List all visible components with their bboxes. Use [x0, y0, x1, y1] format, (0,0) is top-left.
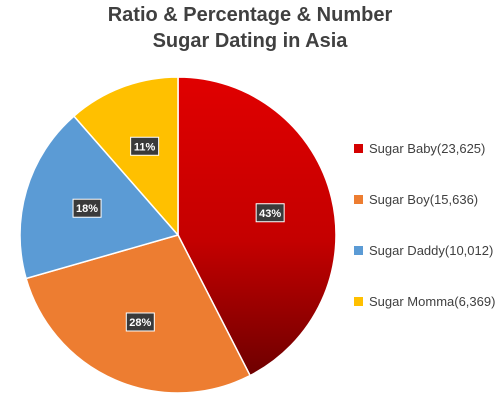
- legend: Sugar Baby(23,625) Sugar Boy(15,636) Sug…: [354, 138, 495, 342]
- pie-slice-sugar-momma: [72, 76, 179, 237]
- legend-item-sugar-momma: Sugar Momma(6,369): [354, 291, 495, 311]
- legend-item-sugar-daddy: Sugar Daddy(10,012): [354, 240, 495, 260]
- legend-swatch-sugar-daddy: [354, 245, 363, 255]
- data-label-text: 43%: [259, 208, 281, 220]
- chart-title-line-1: Ratio & Percentage & Number: [107, 4, 393, 26]
- legend-swatch-sugar-momma: [354, 296, 363, 306]
- data-label-text: 18%: [76, 203, 98, 215]
- data-label-box: [72, 198, 102, 218]
- data-label-sugar-daddy: 18%: [72, 198, 102, 218]
- data-label-text: 11%: [134, 141, 156, 153]
- legend-swatch-sugar-baby: [354, 143, 363, 153]
- chart-title: Ratio & Percentage & Number Sugar Dating…: [0, 0, 500, 54]
- legend-swatch-sugar-boy: [354, 194, 363, 204]
- legend-label-sugar-daddy: Sugar Daddy(10,012): [369, 242, 494, 258]
- pie-slice-sugar-baby: [177, 76, 337, 377]
- legend-label-sugar-baby: Sugar Baby(23,625): [369, 140, 486, 156]
- pie-slice-sugar-daddy: [19, 115, 180, 280]
- chart-title-line-2: Sugar Dating in Asia: [152, 30, 348, 52]
- legend-item-sugar-boy: Sugar Boy(15,636): [354, 189, 495, 209]
- data-label-text: 28%: [129, 317, 151, 329]
- data-label-box: [255, 203, 285, 223]
- legend-label-sugar-boy: Sugar Boy(15,636): [369, 191, 479, 207]
- data-label-sugar-baby: 43%: [255, 203, 285, 223]
- data-label-sugar-momma: 11%: [130, 136, 160, 156]
- data-label-box: [130, 136, 160, 156]
- data-label-sugar-boy: 28%: [125, 312, 155, 332]
- legend-item-sugar-baby: Sugar Baby(23,625): [354, 138, 495, 158]
- data-label-box: [125, 312, 155, 332]
- legend-label-sugar-momma: Sugar Momma(6,369): [369, 293, 496, 309]
